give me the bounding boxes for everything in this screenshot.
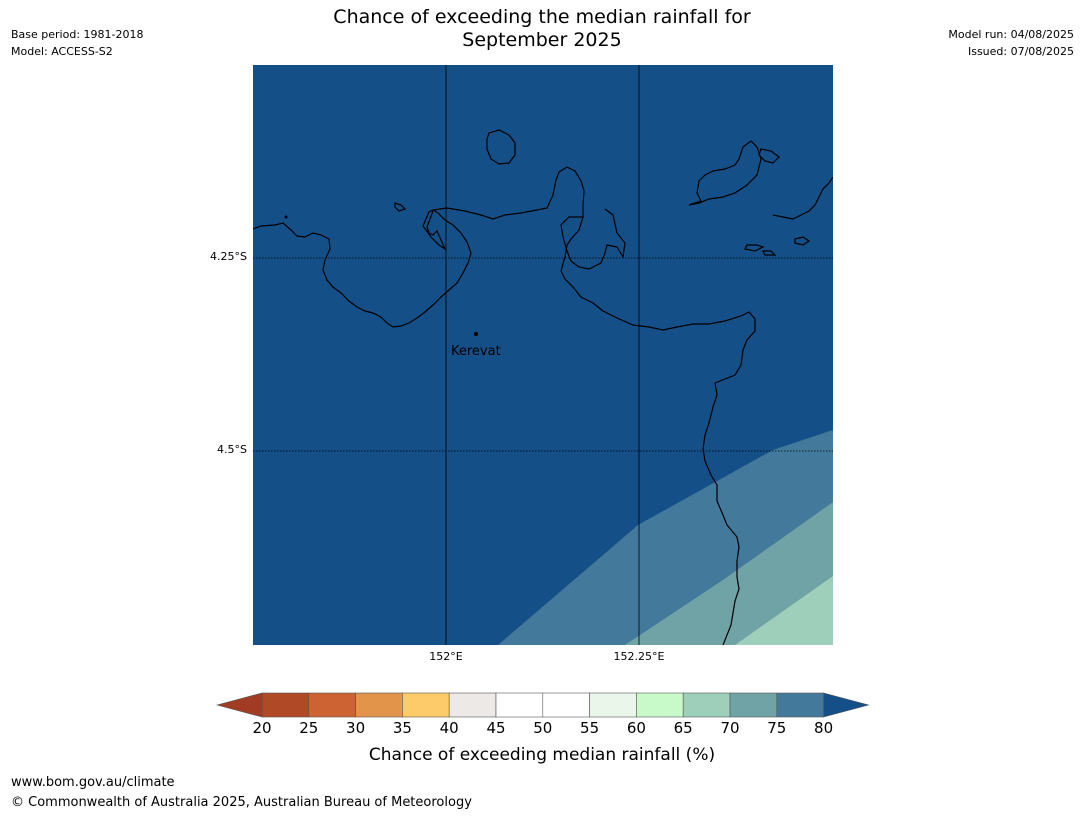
colorbar-segment-65-70: [682, 692, 731, 718]
kerevat-marker[interactable]: [474, 332, 478, 336]
title-line-2: September 2025: [462, 29, 622, 51]
issued-text: Issued: 07/08/2025: [967, 45, 1074, 58]
rainfall-zone-70-75: [625, 502, 833, 645]
map-title: Chance of exceeding the median rainfall …: [242, 6, 842, 52]
lon-label-152: 152°E: [429, 650, 463, 663]
colorbar-segment-35-40: [402, 692, 450, 718]
colorbar-segment-55-60: [589, 692, 637, 718]
model-run-text: Model run: 04/08/2025: [948, 28, 1074, 41]
colorbar: [215, 692, 870, 724]
meta-right: Model run: 04/08/2025 Issued: 07/08/2025: [948, 26, 1074, 60]
lat-label-4-5: 4.5°S: [217, 443, 247, 456]
colorbar-under-arrow: [215, 692, 263, 718]
colorbar-tick-55: 55: [580, 719, 600, 737]
colorbar-tick-35: 35: [392, 719, 412, 737]
colorbar-segment-20-25: [261, 692, 310, 718]
colorbar-tick-30: 30: [346, 719, 366, 737]
colorbar-tick-40: 40: [439, 719, 459, 737]
colorbar-tick-20: 20: [252, 719, 272, 737]
colorbar-tick-25: 25: [299, 719, 319, 737]
base-period-text: Base period: 1981-2018: [11, 28, 144, 41]
colorbar-segment-70-75: [729, 692, 778, 718]
colorbar-segment-25-30: [308, 692, 356, 718]
lat-label-4-25: 4.25°S: [210, 250, 247, 263]
colorbar-segment-50-55: [542, 692, 590, 718]
colorbar-segment-45-50: [495, 692, 544, 718]
footer-url[interactable]: www.bom.gov.au/climate: [11, 775, 175, 790]
place-label-kerevat: Kerevat: [451, 344, 501, 359]
colorbar-svg: [215, 692, 870, 718]
colorbar-tick-70: 70: [720, 719, 740, 737]
title-line-1: Chance of exceeding the median rainfall …: [333, 6, 751, 28]
footer-copyright: © Commonwealth of Australia 2025, Austra…: [11, 795, 472, 810]
colorbar-tick-80: 80: [814, 719, 834, 737]
colorbar-segment-30-35: [355, 692, 403, 718]
colorbar-tick-45: 45: [486, 719, 506, 737]
colorbar-segment-75-80: [776, 692, 824, 718]
colorbar-segment-40-45: [448, 692, 497, 718]
graticule: [253, 65, 833, 645]
map-svg: Kerevat: [253, 65, 833, 645]
islet: [284, 215, 288, 219]
lon-label-152-25: 152.25°E: [613, 650, 665, 663]
colorbar-over-arrow: [823, 692, 870, 718]
model-text: Model: ACCESS-S2: [11, 45, 113, 58]
colorbar-tick-75: 75: [767, 719, 787, 737]
coastline: [253, 129, 833, 645]
colorbar-tick-65: 65: [673, 719, 693, 737]
colorbar-tick-60: 60: [626, 719, 646, 737]
map-panel[interactable]: Kerevat: [253, 65, 833, 645]
colorbar-segment-60-65: [636, 692, 684, 718]
colorbar-tick-50: 50: [533, 719, 553, 737]
colorbar-label: Chance of exceeding median rainfall (%): [368, 745, 716, 765]
colorbar-segments: [215, 692, 870, 718]
rainfall-zone-65-70: [735, 576, 833, 645]
meta-left: Base period: 1981-2018 Model: ACCESS-S2: [11, 26, 143, 60]
